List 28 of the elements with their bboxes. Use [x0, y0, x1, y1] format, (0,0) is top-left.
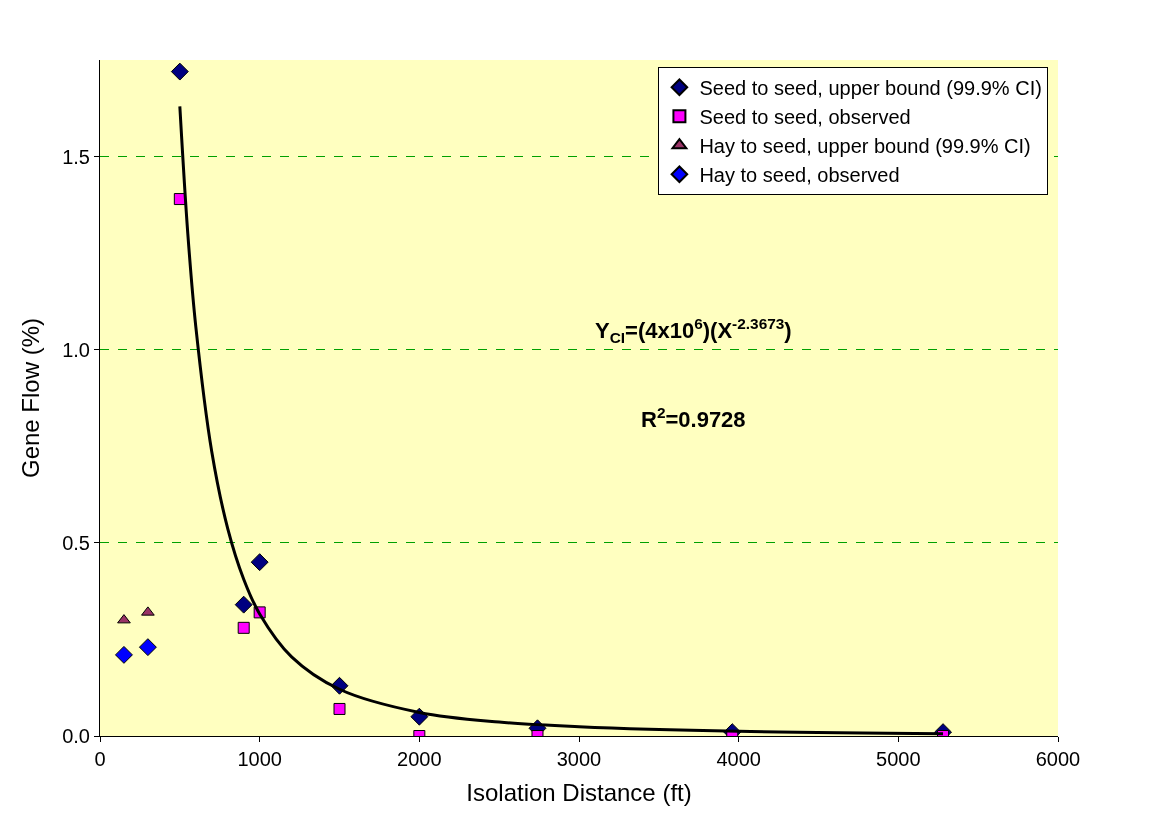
legend-label: Seed to seed, upper bound (99.9% CI) — [699, 77, 1042, 100]
legend-label: Hay to seed, observed — [699, 164, 900, 187]
y-tick-label: 1.0 — [62, 338, 90, 361]
y-tick-label: 1.5 — [62, 145, 90, 168]
annotation: Y$_{CI}$=(4x10$^{6}$)(X$^{-2.3673}$) — [595, 315, 792, 346]
point — [115, 645, 133, 664]
point — [250, 553, 269, 572]
y-tick-label: 0.5 — [62, 531, 90, 554]
x-axis-title: Isolation Distance (ft) — [466, 779, 692, 807]
x-tick-label: 3000 — [556, 748, 602, 770]
x-tick-label: 2000 — [397, 748, 442, 770]
x-tick-label: 1000 — [237, 748, 282, 770]
legend-label: Hay to seed, upper bound (99.9% CI) — [699, 135, 1031, 158]
x-tick-label: 0 — [94, 748, 106, 770]
point — [237, 621, 250, 634]
y-axis-title: Gene Flow (%) — [17, 317, 45, 479]
x-tick-label: 5000 — [876, 748, 921, 770]
point — [138, 638, 157, 657]
point — [141, 606, 155, 616]
point — [333, 702, 346, 715]
point — [117, 614, 131, 624]
x-tick-label: 6000 — [1035, 748, 1081, 770]
annotation: R$^{2}$=0.9728 — [641, 404, 746, 433]
x-tick-label: 4000 — [716, 748, 761, 770]
legend-label: Seed to seed, observed — [699, 106, 911, 129]
point — [234, 595, 253, 614]
point — [170, 62, 189, 81]
y-tick-label: 0.0 — [62, 725, 90, 747]
